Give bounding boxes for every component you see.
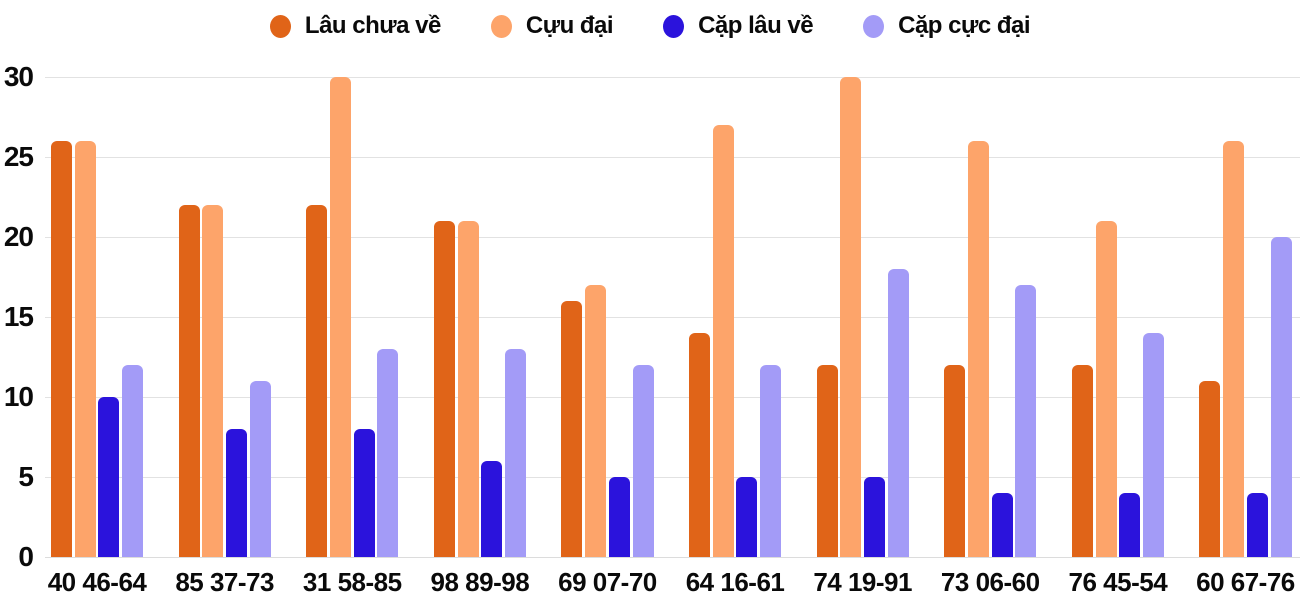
y-tick-label: 5: [18, 461, 34, 492]
bar: [178, 205, 200, 557]
x-category-label: 73 06-60: [940, 567, 1040, 597]
chart-legend: Lâu chưa về Cựu đại Cặp lâu về Cặp cực đại: [0, 8, 1300, 44]
gridline: [45, 237, 1300, 238]
bar: [377, 349, 399, 557]
bar: [122, 365, 144, 557]
bar: [991, 493, 1013, 557]
legend-label: Lâu chưa về: [304, 12, 441, 39]
y-tick-label: 10: [3, 381, 34, 412]
x-category-label: 60 67-76: [1196, 567, 1295, 597]
x-category-label: 98 89-98: [430, 567, 530, 597]
plot-area: [45, 77, 1300, 558]
bar: [202, 205, 224, 557]
legend-label: Cặp cực đại: [898, 12, 1031, 39]
bar: [1246, 493, 1268, 557]
legend-swatch-icon: [490, 14, 512, 38]
x-category-label: 76 45-54: [1068, 567, 1168, 597]
gridline: [45, 397, 1300, 398]
y-tick-label: 25: [3, 141, 34, 172]
bar: [1095, 221, 1117, 557]
y-tick-label: 20: [3, 221, 34, 252]
bar: [226, 429, 247, 557]
bar: [887, 269, 909, 557]
legend-swatch-icon: [863, 14, 885, 38]
y-tick-label: 30: [3, 61, 34, 92]
x-category-label: 85 37-73: [175, 567, 274, 597]
bar: [457, 221, 479, 557]
bar: [249, 381, 271, 557]
legend-item: Cặp cực đại: [863, 12, 1031, 40]
bar: [481, 461, 503, 557]
x-category-label: 69 07-70: [558, 567, 657, 597]
y-tick-label: 0: [18, 541, 34, 572]
gridline: [45, 157, 1300, 158]
bar: [433, 221, 455, 557]
bar: [864, 477, 885, 557]
y-tick-label: 15: [3, 301, 34, 332]
bar: [712, 125, 734, 557]
gridline: [45, 317, 1300, 318]
legend-item: Lâu chưa về: [269, 12, 441, 40]
bar: [816, 365, 838, 557]
x-category-label: 31 58-85: [302, 567, 402, 597]
bar: [840, 77, 862, 557]
bar: [585, 285, 607, 557]
legend-swatch-icon: [269, 14, 291, 38]
bar: [98, 397, 120, 557]
gridline: [45, 477, 1300, 478]
bar: [1223, 141, 1245, 557]
bar: [760, 365, 782, 557]
bar: [689, 333, 710, 557]
legend-label: Cặp lâu về: [698, 12, 814, 39]
bar: [51, 141, 72, 557]
gridline: [45, 77, 1300, 78]
legend-swatch-icon: [663, 14, 685, 38]
bar: [1015, 285, 1037, 557]
legend-item: Cựu đại: [490, 12, 614, 40]
bar: [608, 477, 630, 557]
bar: [504, 349, 526, 557]
bar: [967, 141, 989, 557]
bar: [561, 301, 583, 557]
bar: [632, 365, 654, 557]
legend-label: Cựu đại: [525, 12, 614, 39]
bar: [1142, 333, 1164, 557]
x-category-label: 64 16-61: [685, 567, 785, 597]
x-category-label: 74 19-91: [813, 567, 912, 597]
x-category-label: 40 46-64: [47, 567, 147, 597]
bar: [1199, 381, 1221, 557]
legend-item: Cặp lâu về: [663, 12, 814, 40]
bar: [736, 477, 758, 557]
bar: [329, 77, 351, 557]
bar: [306, 205, 328, 557]
bar: [74, 141, 96, 557]
bar: [1270, 237, 1292, 557]
bar: [1119, 493, 1141, 557]
bar: [353, 429, 375, 557]
bar: [944, 365, 966, 557]
bar: [1071, 365, 1093, 557]
